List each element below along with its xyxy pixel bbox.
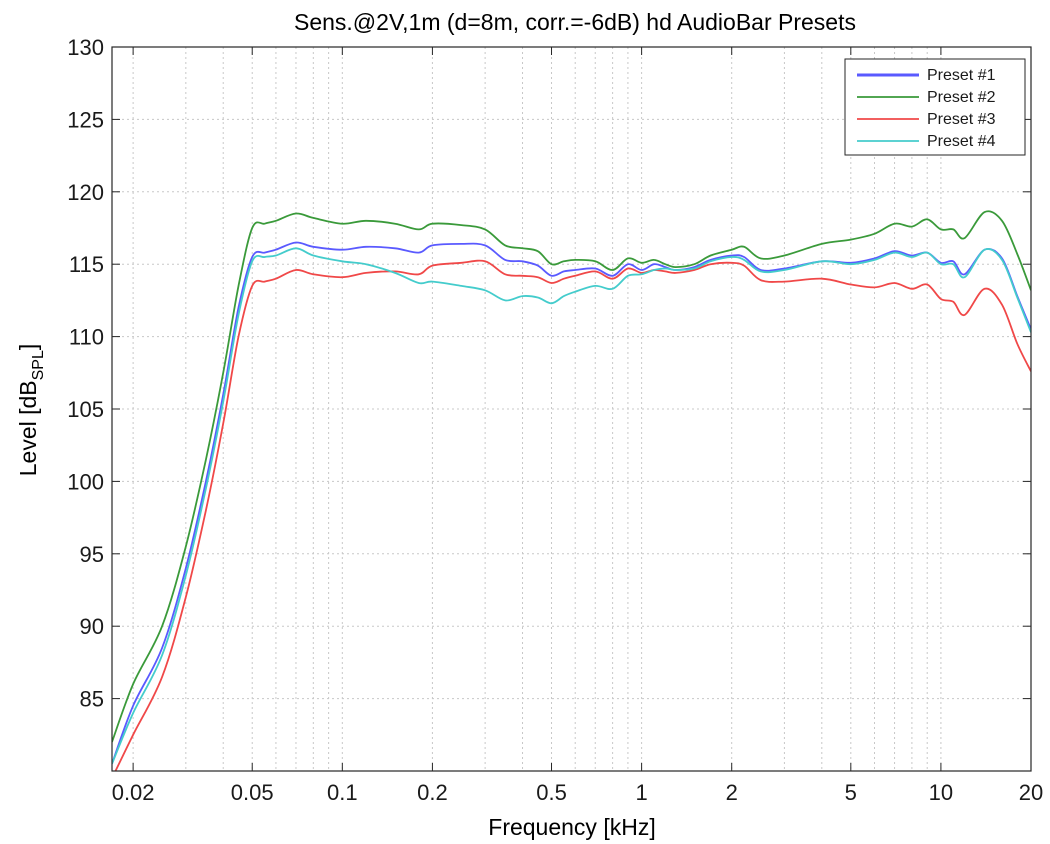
legend-label-preset-3: Preset #3	[927, 111, 996, 128]
y-tick-label: 110	[69, 325, 104, 350]
x-tick-label: 0.1	[327, 780, 358, 805]
series-line-preset-2	[112, 210, 1031, 743]
legend: Preset #1 Preset #2 Preset #3 Preset #4	[844, 58, 1026, 156]
x-tick-label: 10	[929, 780, 953, 805]
y-tick-label: 120	[67, 180, 104, 205]
x-tick-label: 0.5	[536, 780, 567, 805]
x-axis-label: Frequency [kHz]	[488, 814, 655, 840]
y-tick-label: 95	[80, 542, 104, 567]
y-axis-label: Level [dBSPL]	[15, 344, 47, 477]
x-tick-label: 20	[1019, 780, 1043, 805]
series-line-preset-3	[114, 259, 1031, 771]
x-tick-label: 1	[635, 780, 647, 805]
plot-area: 0.02 0.05 0.1 0.2 0.5 1 2 5 10 208590951001051101…	[67, 35, 1043, 805]
x-tick-label: 0.05	[231, 780, 274, 805]
series-line-preset-4	[112, 247, 1031, 765]
legend-label-preset-2: Preset #2	[927, 89, 996, 106]
x-tick-label: 0.02	[112, 780, 155, 805]
y-axis-label-main: Level [dB	[15, 380, 41, 476]
y-tick-label: 125	[67, 107, 104, 132]
y-tick-label: 105	[67, 397, 104, 422]
x-tick-label: 0.2	[417, 780, 448, 805]
y-tick-label: 130	[67, 35, 104, 60]
y-tick-label: 85	[80, 687, 104, 712]
y-axis-label-subscript: SPL	[30, 350, 47, 380]
y-tick-label: 115	[69, 252, 104, 277]
x-tick-label: 5	[845, 780, 857, 805]
y-axis-label-close: ]	[15, 344, 41, 350]
chart-title: Sens.@2V,1m (d=8m, corr.=-6dB) hd AudioB…	[294, 9, 856, 35]
series-line-preset-1	[112, 241, 1031, 765]
legend-label-preset-1: Preset #1	[927, 67, 996, 84]
series-lines	[112, 210, 1031, 771]
y-tick-label: 100	[67, 469, 104, 494]
x-tick-label: 2	[726, 780, 738, 805]
legend-label-preset-4: Preset #4	[927, 133, 996, 150]
y-tick-label: 90	[80, 614, 104, 639]
